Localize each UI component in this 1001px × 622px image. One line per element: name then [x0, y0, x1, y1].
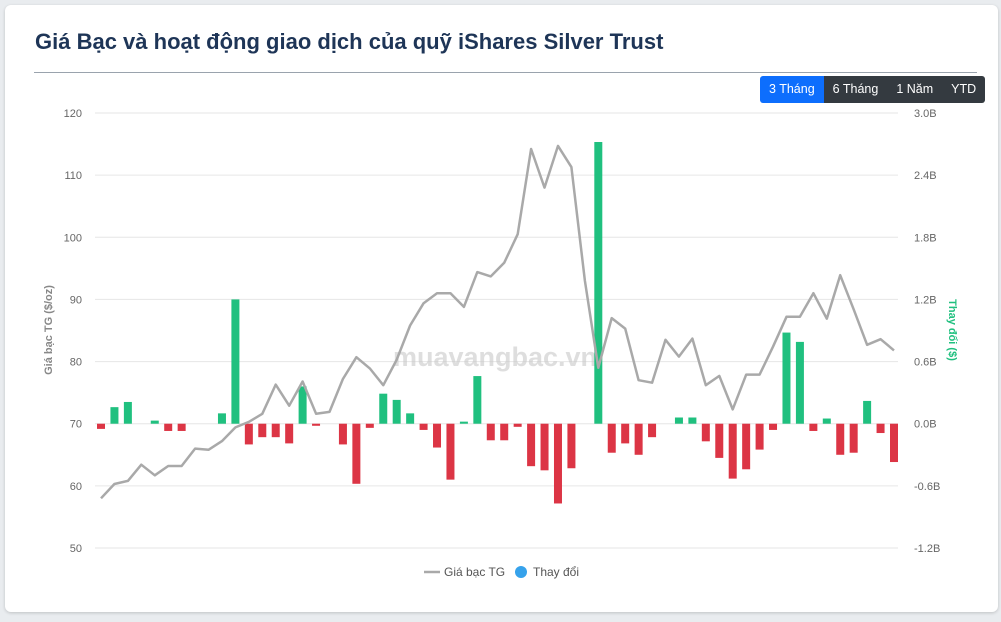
change-bar[interactable]	[365, 423, 374, 428]
change-bar[interactable]	[150, 420, 159, 424]
change-bar[interactable]	[863, 400, 872, 424]
change-bar[interactable]	[500, 423, 509, 441]
change-bar[interactable]	[688, 417, 697, 424]
legend-dot-icon	[515, 566, 527, 578]
change-bars	[97, 142, 898, 504]
change-bar[interactable]	[392, 399, 401, 424]
legend-change-label[interactable]: Thay đổi	[533, 565, 579, 579]
right-tick-label: -0.6B	[914, 481, 940, 493]
change-bar[interactable]	[876, 423, 885, 434]
change-bar[interactable]	[244, 423, 253, 445]
tab-ytd[interactable]: YTD	[942, 76, 986, 103]
change-bar[interactable]	[258, 423, 267, 438]
right-tick-label: 1.8B	[914, 232, 937, 244]
change-bar[interactable]	[527, 423, 536, 467]
change-bar[interactable]	[742, 423, 751, 470]
change-bar[interactable]	[553, 423, 562, 504]
change-bar[interactable]	[795, 341, 804, 424]
right-tick-label: 3.0B	[914, 108, 937, 120]
change-bar[interactable]	[621, 423, 630, 444]
grid-lines	[95, 112, 898, 549]
change-bar[interactable]	[177, 423, 186, 431]
tab-1-year[interactable]: 1 Năm	[887, 76, 943, 103]
legend: Giá bạc TG Thay đổi	[424, 565, 579, 579]
change-bar[interactable]	[594, 142, 603, 424]
change-bar[interactable]	[809, 423, 818, 431]
change-bar[interactable]	[217, 413, 226, 424]
change-bar[interactable]	[406, 413, 415, 424]
change-bar[interactable]	[338, 423, 347, 445]
legend-price-label[interactable]: Giá bạc TG	[444, 565, 505, 579]
left-tick-label: 50	[70, 543, 82, 555]
change-bar[interactable]	[648, 423, 657, 438]
change-bar[interactable]	[298, 386, 307, 424]
change-bar[interactable]	[849, 423, 858, 453]
right-axis-ticks: -1.2B -0.6B 0.0B 0.6B 1.2B 1.8B 2.4B 3.0B	[914, 108, 940, 555]
change-bar[interactable]	[110, 407, 119, 424]
right-tick-label: 0.0B	[914, 419, 937, 431]
change-bar[interactable]	[567, 423, 576, 469]
change-bar[interactable]	[836, 423, 845, 455]
right-tick-label: -1.2B	[914, 543, 940, 555]
right-tick-label: 1.2B	[914, 294, 937, 306]
change-bar[interactable]	[446, 423, 455, 480]
change-bar[interactable]	[607, 423, 616, 453]
right-tick-label: 2.4B	[914, 170, 937, 182]
left-axis-label: Giá bạc TG ($/oz)	[43, 285, 55, 375]
change-bar[interactable]	[433, 423, 442, 448]
change-bar[interactable]	[715, 423, 724, 458]
left-tick-label: 100	[64, 232, 82, 244]
change-bar[interactable]	[164, 423, 173, 431]
change-bar[interactable]	[782, 332, 791, 424]
change-bar[interactable]	[755, 423, 764, 450]
right-axis-label: Thay đổi ($)	[946, 299, 958, 361]
page-title: Giá Bạc và hoạt động giao dịch của quỹ i…	[35, 29, 664, 54]
change-bar[interactable]	[728, 423, 737, 479]
left-tick-label: 60	[70, 481, 82, 493]
change-bar[interactable]	[459, 421, 468, 424]
tab-3-months[interactable]: 3 Tháng	[760, 76, 824, 103]
price-line	[100, 144, 895, 500]
change-bar[interactable]	[419, 423, 428, 430]
change-bar[interactable]	[123, 401, 132, 424]
period-tabs: 3 Tháng 6 Tháng 1 Năm YTD	[760, 76, 986, 103]
left-tick-label: 80	[70, 357, 82, 369]
change-bar[interactable]	[486, 423, 495, 441]
change-bar[interactable]	[701, 423, 710, 442]
change-bar[interactable]	[769, 423, 778, 430]
change-bar[interactable]	[312, 423, 321, 426]
left-tick-label: 90	[70, 294, 82, 306]
chart-card: Giá Bạc và hoạt động giao dịch của quỹ i…	[5, 5, 998, 612]
title-divider	[34, 72, 977, 73]
change-bar[interactable]	[890, 423, 898, 463]
change-bar[interactable]	[352, 423, 361, 484]
left-tick-label: 70	[70, 419, 82, 431]
change-bar[interactable]	[513, 423, 522, 427]
watermark: muavangbac.vn	[393, 342, 597, 372]
tab-6-months[interactable]: 6 Tháng	[823, 76, 888, 103]
change-bar[interactable]	[97, 423, 105, 429]
change-bar[interactable]	[231, 299, 240, 424]
left-tick-label: 110	[64, 170, 82, 182]
left-tick-label: 120	[64, 108, 82, 120]
change-bar[interactable]	[822, 418, 831, 424]
change-bar[interactable]	[285, 423, 294, 444]
change-bar[interactable]	[271, 423, 280, 438]
change-bar[interactable]	[540, 423, 549, 471]
right-tick-label: 0.6B	[914, 357, 937, 369]
change-bar[interactable]	[379, 393, 388, 424]
change-bar[interactable]	[634, 423, 643, 455]
left-axis-ticks: 50 60 70 80 90 100 110 120	[64, 108, 82, 555]
change-bar[interactable]	[473, 376, 482, 424]
change-bar[interactable]	[674, 417, 683, 424]
